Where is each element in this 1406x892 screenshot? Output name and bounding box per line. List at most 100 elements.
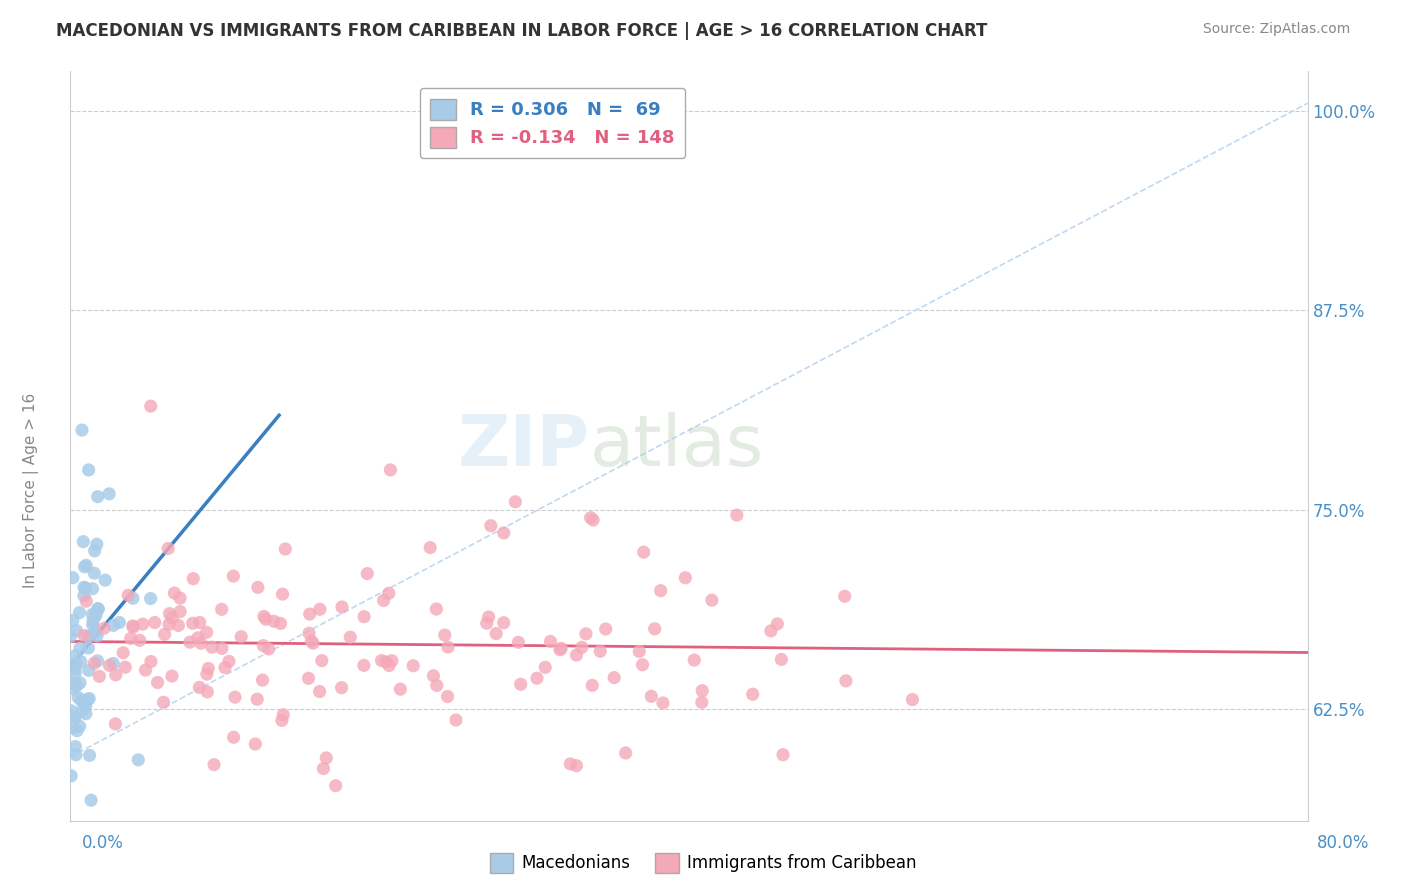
Point xyxy=(181,616,204,631)
Point xyxy=(195,667,218,681)
Point xyxy=(63,677,86,691)
Point xyxy=(65,739,87,754)
Point xyxy=(66,679,89,693)
Point xyxy=(526,671,548,685)
Point xyxy=(89,669,111,683)
Point xyxy=(298,626,321,640)
Point xyxy=(270,616,292,631)
Point xyxy=(253,609,276,624)
Point xyxy=(73,580,96,594)
Text: 80.0%: 80.0% xyxy=(1316,834,1369,852)
Point xyxy=(77,664,100,678)
Point xyxy=(581,678,603,692)
Point xyxy=(77,463,100,477)
Point xyxy=(766,616,789,631)
Point xyxy=(159,607,181,621)
Point xyxy=(121,619,143,633)
Point xyxy=(631,657,654,672)
Point xyxy=(339,630,361,644)
Point xyxy=(330,681,353,695)
Point xyxy=(389,682,412,697)
Point xyxy=(575,627,598,641)
Point xyxy=(353,658,375,673)
Point xyxy=(93,621,115,635)
Point xyxy=(422,669,444,683)
Point xyxy=(73,589,96,603)
Point xyxy=(187,631,209,645)
Point xyxy=(120,632,142,646)
Point xyxy=(69,655,91,669)
Point xyxy=(87,602,110,616)
Point xyxy=(353,609,375,624)
Point xyxy=(60,676,83,690)
Point xyxy=(79,748,101,763)
Point xyxy=(834,589,856,603)
Point xyxy=(75,558,97,573)
Point xyxy=(94,573,117,587)
Point xyxy=(508,635,530,649)
Point xyxy=(112,646,135,660)
Point xyxy=(308,602,330,616)
Point xyxy=(139,655,162,669)
Point xyxy=(402,658,425,673)
Point xyxy=(62,614,84,628)
Text: ZIP: ZIP xyxy=(458,411,591,481)
Point xyxy=(70,704,93,718)
Point xyxy=(589,644,612,658)
Point xyxy=(375,655,398,669)
Point xyxy=(299,634,322,648)
Point xyxy=(325,779,347,793)
Point xyxy=(633,545,655,559)
Point xyxy=(271,587,294,601)
Point xyxy=(560,756,582,771)
Point xyxy=(540,634,562,648)
Point xyxy=(169,605,191,619)
Point xyxy=(69,719,91,733)
Point xyxy=(157,617,180,632)
Point xyxy=(312,762,335,776)
Point xyxy=(509,677,531,691)
Point xyxy=(582,513,605,527)
Point xyxy=(122,620,145,634)
Point xyxy=(475,616,498,631)
Point xyxy=(195,685,218,699)
Point xyxy=(103,618,125,632)
Text: Source: ZipAtlas.com: Source: ZipAtlas.com xyxy=(1202,22,1350,37)
Point xyxy=(60,704,83,718)
Point xyxy=(759,624,782,638)
Point xyxy=(444,713,467,727)
Point xyxy=(690,683,713,698)
Point xyxy=(86,490,108,504)
Point xyxy=(211,602,233,616)
Point xyxy=(73,628,96,642)
Point xyxy=(73,695,96,709)
Point xyxy=(202,757,225,772)
Point xyxy=(245,737,267,751)
Point xyxy=(167,618,190,632)
Point xyxy=(104,717,127,731)
Point xyxy=(579,510,602,524)
Point xyxy=(77,691,100,706)
Point xyxy=(65,666,87,681)
Point xyxy=(644,622,666,636)
Point xyxy=(378,658,401,673)
Text: 0.0%: 0.0% xyxy=(82,834,124,852)
Point xyxy=(84,606,107,620)
Point xyxy=(370,653,392,667)
Point xyxy=(75,706,97,721)
Point xyxy=(690,695,713,709)
Point xyxy=(426,678,449,692)
Legend: Macedonians, Immigrants from Caribbean: Macedonians, Immigrants from Caribbean xyxy=(482,847,924,880)
Point xyxy=(65,657,87,671)
Point xyxy=(69,606,91,620)
Point xyxy=(640,690,662,704)
Point xyxy=(62,721,84,735)
Point xyxy=(436,690,458,704)
Point xyxy=(700,593,723,607)
Point xyxy=(98,487,121,501)
Point xyxy=(614,746,637,760)
Point xyxy=(548,642,571,657)
Point xyxy=(772,747,794,762)
Point xyxy=(315,751,337,765)
Point xyxy=(485,626,508,640)
